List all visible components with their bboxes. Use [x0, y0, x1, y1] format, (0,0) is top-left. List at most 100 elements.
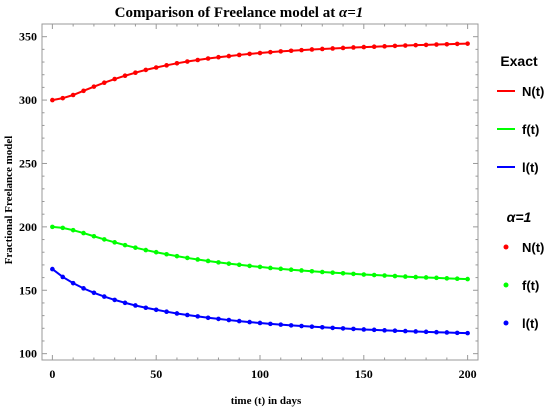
data-point-lt	[91, 290, 97, 296]
data-point-ft	[392, 273, 398, 279]
data-point-lt	[351, 326, 356, 332]
data-point-ft	[423, 275, 429, 280]
data-point-lt	[268, 321, 273, 327]
data-point-nt	[257, 50, 263, 56]
data-point-lt	[153, 307, 159, 313]
data-point-nt	[205, 56, 211, 61]
data-point-nt	[195, 57, 201, 63]
data-point-nt	[351, 45, 356, 50]
data-point-ft	[205, 258, 211, 264]
data-point-nt	[340, 45, 346, 51]
data-point-lt	[423, 329, 429, 335]
data-point-ft	[309, 268, 315, 274]
data-point-lt	[413, 329, 419, 334]
data-point-ft	[351, 271, 356, 277]
data-point-nt	[247, 51, 252, 57]
data-point-nt	[143, 67, 149, 73]
plot-border	[41, 23, 479, 361]
legend-entry-label: f(t)	[522, 122, 539, 137]
y-tick-label: 300	[19, 93, 37, 107]
x-axis-label: time (t) in days	[231, 395, 302, 407]
data-point-lt	[392, 328, 398, 334]
y-tick-label: 350	[19, 30, 37, 44]
data-point-lt	[143, 305, 149, 311]
legend-entry-label: l(t)	[522, 316, 539, 331]
data-point-nt	[91, 84, 97, 89]
data-point-ft	[153, 249, 159, 255]
data-point-ft	[122, 242, 128, 248]
data-point-nt	[101, 80, 107, 86]
legend-title: Exact	[500, 53, 538, 69]
data-point-ft	[81, 230, 86, 236]
data-point-nt	[226, 53, 232, 59]
axis-ticks: 0 50 100 150 200 100 150 200 250 300 350	[19, 24, 478, 381]
data-point-nt	[434, 42, 439, 47]
data-point-nt	[81, 88, 86, 94]
y-tick-label: 200	[19, 220, 37, 234]
data-point-nt	[309, 47, 315, 52]
data-point-lt	[195, 314, 201, 319]
data-point-lt	[236, 318, 242, 324]
data-point-nt	[423, 42, 429, 48]
legend-marker-swatch	[503, 244, 509, 250]
legend-entry-label: N(t)	[522, 240, 544, 255]
data-point-lt	[101, 294, 107, 299]
x-tick-label: 150	[355, 367, 373, 381]
data-point-lt	[403, 328, 408, 334]
series-line-ft	[52, 225, 468, 281]
data-point-nt	[465, 41, 470, 46]
data-point-lt	[444, 330, 450, 335]
data-point-ft	[268, 265, 273, 271]
data-point-ft	[60, 225, 66, 231]
data-point-nt	[413, 42, 419, 48]
x-tick-label: 50	[150, 367, 162, 381]
data-point-ft	[465, 276, 470, 282]
x-tick-label: 100	[251, 367, 269, 381]
data-point-lt	[226, 317, 232, 323]
data-point-lt	[319, 324, 325, 330]
data-point-ft	[444, 276, 450, 281]
data-point-lt	[247, 319, 252, 325]
data-point-ft	[226, 261, 232, 266]
data-point-nt	[236, 52, 242, 58]
data-point-lt	[299, 323, 304, 329]
data-point-nt	[122, 73, 128, 79]
legend: Exact N(t) f(t) l(t) α=1 N(t) f(t) l(t)	[497, 53, 544, 331]
data-point-nt	[403, 43, 408, 48]
plot-frame	[41, 23, 479, 361]
data-point-lt	[257, 320, 263, 326]
data-point-lt	[309, 324, 315, 329]
x-tick-label: 0	[49, 367, 55, 381]
data-point-ft	[288, 267, 294, 273]
data-point-nt	[371, 44, 377, 49]
data-point-lt	[371, 327, 377, 333]
data-point-ft	[247, 263, 252, 269]
legend-entry-label: N(t)	[522, 84, 544, 99]
y-tick-label: 100	[19, 347, 37, 361]
data-point-nt	[278, 49, 284, 54]
data-point-ft	[216, 260, 221, 265]
data-point-lt	[70, 280, 76, 286]
data-point-ft	[382, 273, 387, 278]
data-point-lt	[330, 325, 335, 331]
data-point-ft	[278, 266, 284, 272]
data-point-ft	[112, 240, 117, 245]
data-point-lt	[81, 286, 86, 291]
data-point-nt	[50, 97, 55, 103]
data-point-nt	[392, 43, 398, 49]
data-point-ft	[101, 237, 107, 242]
data-point-lt	[278, 322, 284, 327]
data-point-ft	[50, 224, 55, 230]
data-point-ft	[236, 262, 242, 268]
data-point-ft	[454, 276, 460, 282]
data-point-lt	[60, 274, 66, 280]
series-layer	[50, 41, 470, 336]
data-point-lt	[174, 311, 180, 316]
legend-entry-label: f(t)	[522, 278, 539, 293]
data-point-ft	[174, 253, 180, 259]
data-point-nt	[60, 95, 66, 101]
data-point-lt	[216, 316, 221, 322]
data-point-nt	[319, 46, 325, 52]
y-axis-label: Fractional Freelance model	[3, 136, 15, 265]
data-point-nt	[153, 65, 159, 70]
